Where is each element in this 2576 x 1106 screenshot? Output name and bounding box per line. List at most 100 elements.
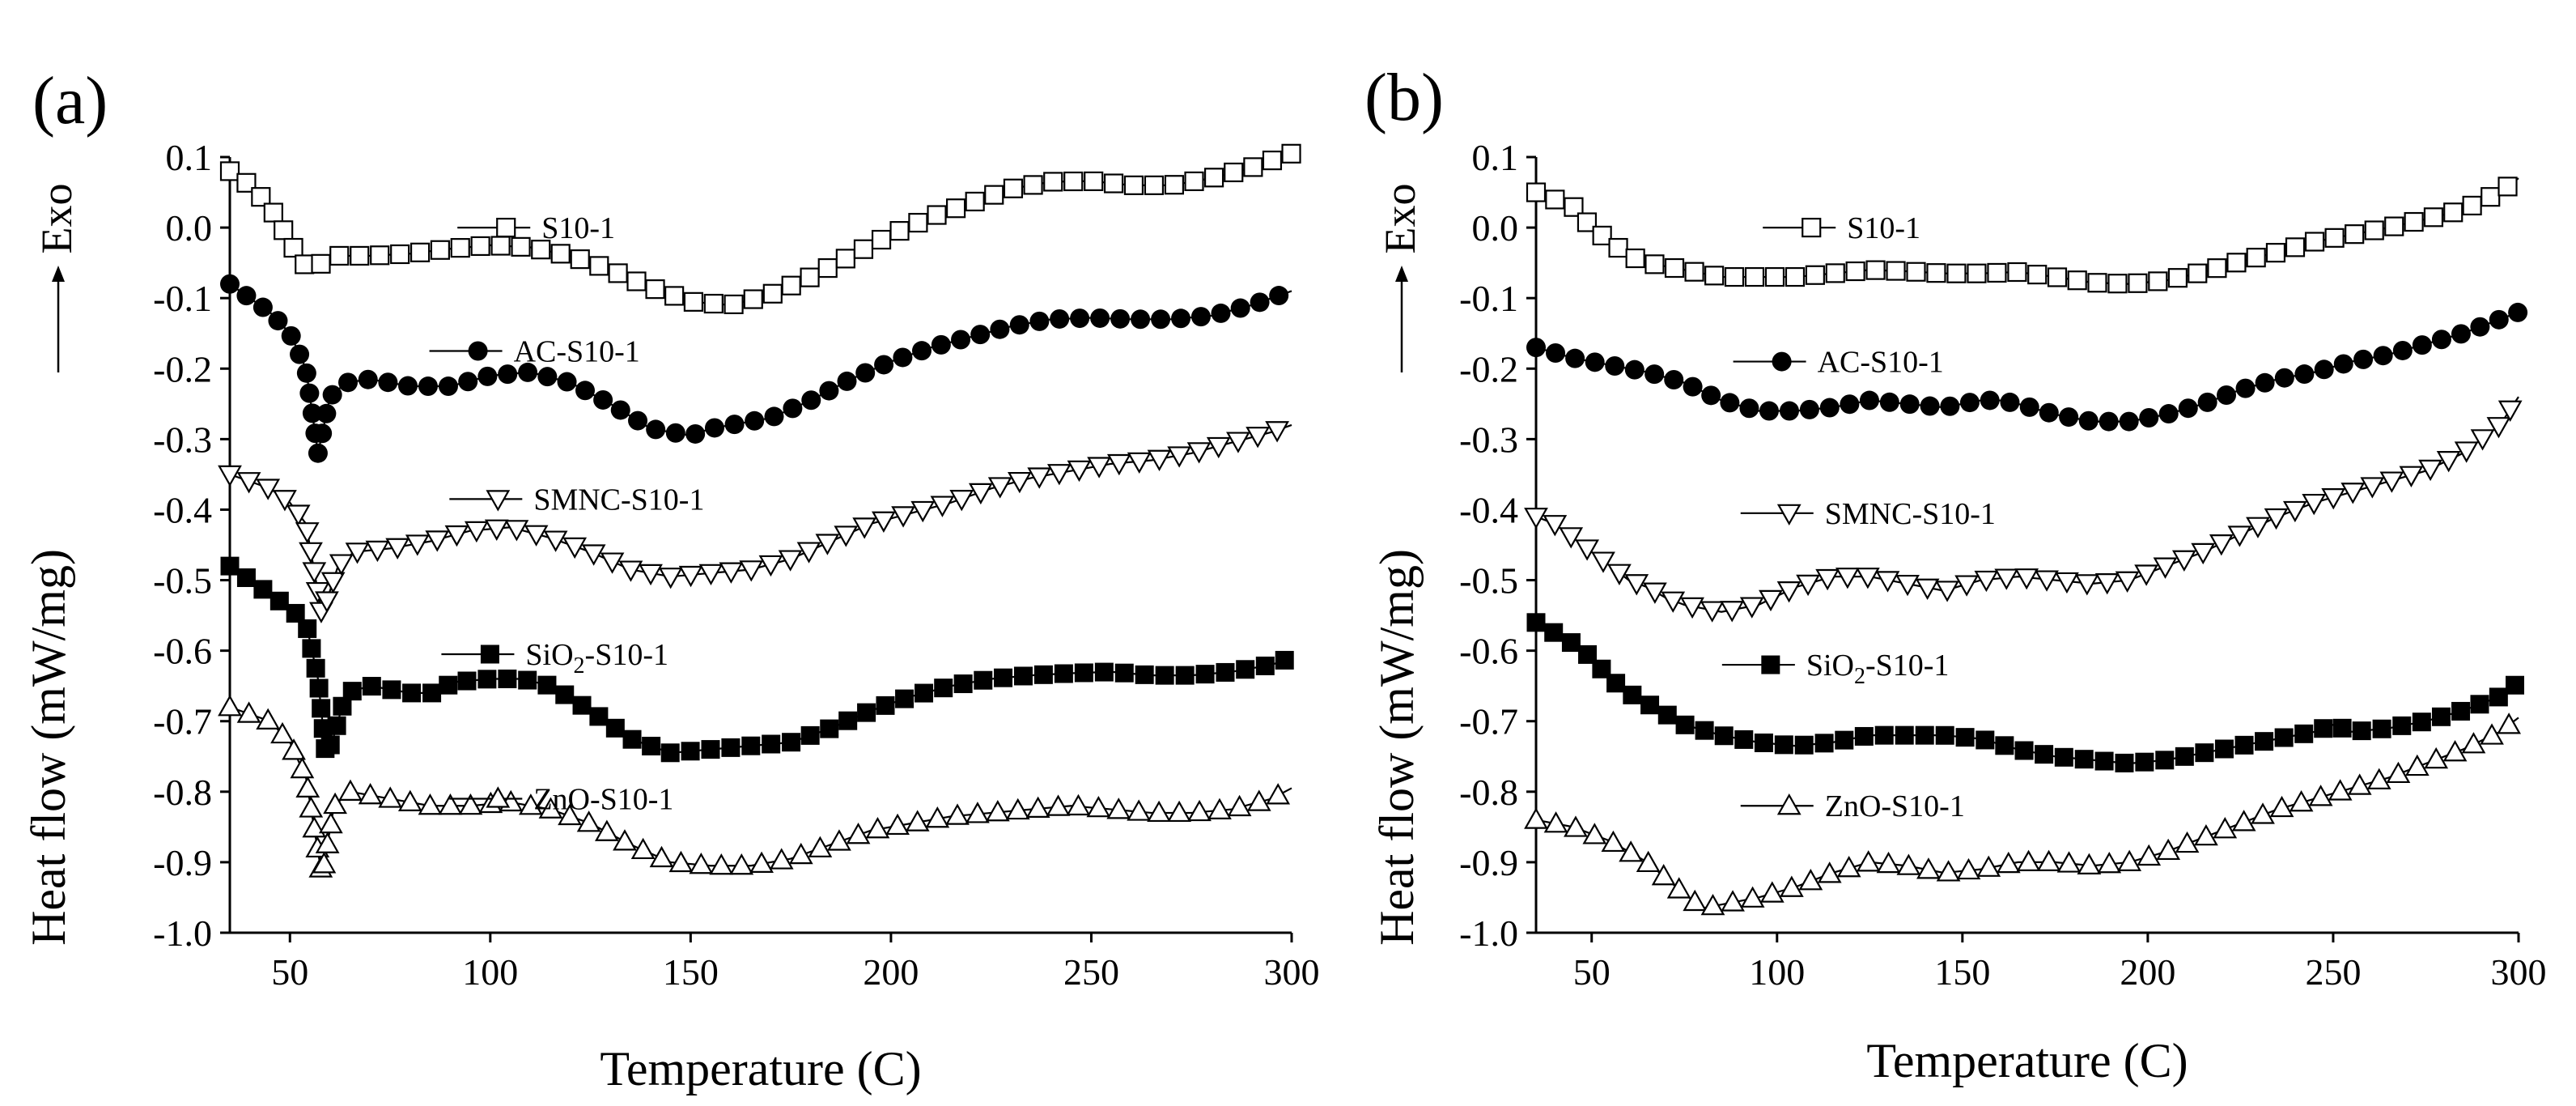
data-point	[323, 792, 347, 815]
data-point	[1720, 601, 1745, 623]
data-point	[646, 419, 666, 440]
data-point	[2404, 754, 2430, 776]
legend-label: SMNC-S10-1	[1825, 497, 1996, 531]
y-tick-label: 0.0	[1472, 207, 1519, 249]
data-point	[613, 829, 637, 851]
data-point	[1805, 265, 1825, 285]
data-point	[1243, 157, 1263, 177]
data-point	[2379, 471, 2404, 493]
data-point	[439, 675, 458, 695]
series-smnc-s10-1	[1524, 396, 2523, 623]
data-point	[1967, 263, 1987, 283]
data-point	[1187, 799, 1212, 822]
data-point	[444, 525, 469, 547]
data-point	[2056, 851, 2082, 873]
data-point	[974, 670, 993, 690]
data-point	[2418, 459, 2442, 482]
data-point	[855, 363, 876, 383]
data-point	[1103, 173, 1124, 194]
data-point	[589, 707, 609, 726]
data-point	[2255, 372, 2275, 393]
exo-arrow-head	[52, 266, 65, 282]
data-point	[1845, 261, 1865, 282]
data-point	[378, 786, 403, 808]
data-point	[965, 191, 985, 212]
data-point	[819, 381, 839, 401]
x-tick-label: 150	[663, 951, 719, 993]
data-point	[1785, 266, 1806, 287]
data-point	[236, 568, 256, 588]
data-point	[934, 678, 953, 698]
data-point	[256, 479, 281, 500]
data-point	[1582, 823, 1607, 844]
data-point	[970, 325, 991, 345]
data-point	[1720, 393, 1740, 413]
data-point	[350, 245, 370, 266]
data-point	[538, 797, 563, 819]
legend-s10-1: S10-1	[1763, 211, 1920, 245]
data-point	[709, 853, 734, 875]
data-point	[543, 530, 568, 552]
data-point	[1796, 574, 1820, 597]
data-point	[2480, 723, 2504, 745]
data-point	[1167, 446, 1192, 468]
data-point	[438, 793, 463, 815]
data-point	[1227, 794, 1252, 817]
data-point	[1936, 860, 1961, 882]
x-tick-label: 150	[1934, 951, 1990, 993]
data-point	[1592, 659, 1611, 678]
legend-marker	[468, 341, 488, 361]
data-point	[1246, 427, 1270, 449]
data-point	[871, 229, 892, 250]
data-point	[2099, 411, 2119, 432]
data-point	[1879, 392, 1899, 412]
y-tick-label: -0.8	[1459, 772, 1518, 813]
data-point	[2436, 451, 2461, 473]
data-point	[1033, 665, 1053, 684]
data-point	[2175, 831, 2200, 853]
data-point	[2508, 302, 2528, 322]
y-tick-label: -0.1	[153, 278, 212, 319]
data-point	[1666, 877, 1691, 899]
data-point	[865, 817, 890, 839]
data-point	[550, 244, 571, 264]
data-point	[316, 403, 337, 423]
data-point	[2497, 713, 2522, 734]
data-point	[1203, 168, 1224, 188]
data-point	[329, 554, 354, 576]
data-point	[1695, 721, 1714, 740]
data-point	[2353, 349, 2374, 369]
data-point	[1144, 175, 1165, 195]
data-point	[511, 236, 531, 257]
data-point	[458, 793, 483, 815]
data-point	[1266, 783, 1291, 805]
data-point	[438, 376, 458, 397]
data-point	[1994, 568, 2019, 590]
data-point	[2294, 364, 2315, 385]
data-point	[358, 369, 378, 389]
data-point	[1798, 869, 1823, 891]
legend-marker	[1776, 504, 1802, 526]
data-point	[1906, 262, 1926, 282]
data-point	[251, 187, 271, 207]
data-point	[570, 249, 590, 270]
data-point	[2135, 752, 2154, 772]
data-point	[1935, 725, 1954, 745]
data-point	[678, 565, 703, 588]
data-point	[1995, 736, 2014, 755]
data-point	[990, 319, 1010, 339]
data-point	[1799, 399, 1819, 419]
data-point	[295, 522, 320, 544]
data-point	[698, 564, 724, 586]
data-point	[2000, 392, 2020, 412]
legend-zno-s10-1: ZnO-S10-1	[449, 783, 673, 817]
data-point	[385, 538, 410, 559]
data-point	[342, 682, 362, 701]
data-point	[524, 525, 549, 547]
data-point	[1734, 730, 1754, 749]
data-point	[1759, 589, 1783, 612]
data-point	[2314, 719, 2333, 738]
data-point	[299, 542, 323, 564]
data-point	[827, 829, 851, 851]
data-point	[1886, 261, 1906, 281]
